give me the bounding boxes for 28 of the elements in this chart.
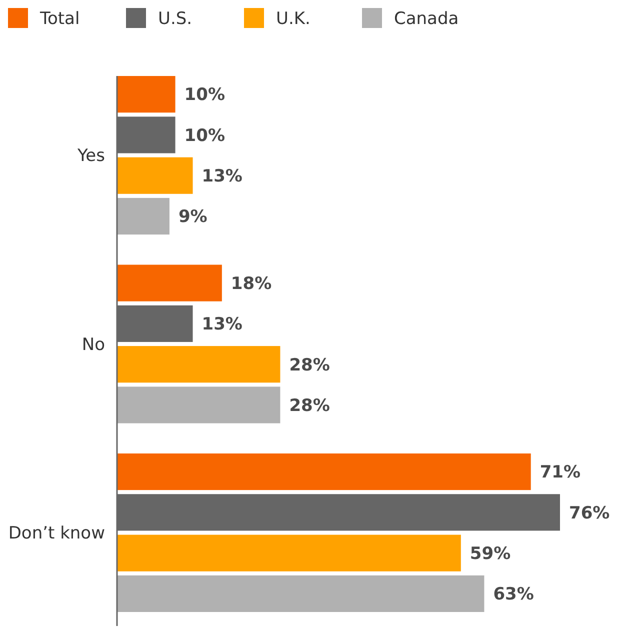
data-label: 63% (493, 584, 534, 605)
data-label: 10% (184, 126, 225, 146)
data-label: 9% (178, 207, 208, 228)
data-label: 76% (569, 503, 610, 524)
data-label: 59% (470, 544, 511, 564)
data-label: 71% (540, 462, 581, 483)
bar (117, 453, 531, 490)
legend-label: Total (39, 8, 80, 29)
legend-label: U.S. (158, 8, 192, 29)
bar (117, 534, 461, 572)
y-tick-label: No (82, 334, 105, 355)
bar (117, 386, 280, 424)
data-label: 13% (202, 314, 242, 335)
legend-label: U.K. (276, 8, 310, 29)
data-label: 10% (184, 85, 225, 106)
data-label: 28% (289, 396, 330, 416)
legend-label: Canada (394, 8, 459, 29)
data-label: 13% (202, 166, 242, 187)
bar (117, 575, 484, 612)
data-label: 18% (230, 274, 272, 294)
bar (117, 346, 280, 383)
y-tick-label: Don’t know (8, 524, 106, 544)
bar (117, 76, 176, 113)
bar (117, 157, 193, 194)
data-label: 28% (289, 355, 330, 376)
y-tick-label: Yes (76, 146, 106, 166)
bar (117, 264, 222, 302)
bar (117, 198, 170, 235)
